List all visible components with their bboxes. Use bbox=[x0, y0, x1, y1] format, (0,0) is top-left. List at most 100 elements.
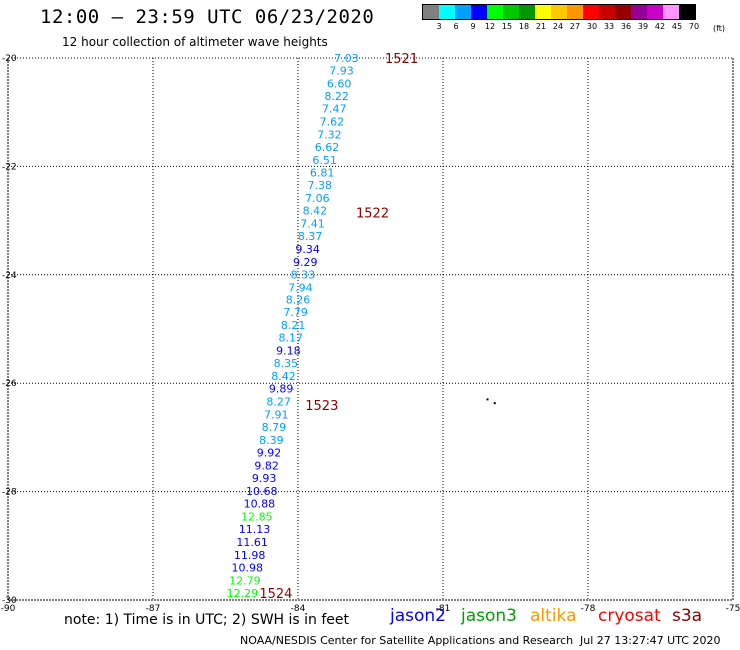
wave-height-point: 10.98 bbox=[232, 561, 264, 574]
y-tick-label: -22 bbox=[2, 162, 17, 172]
wave-height-point: 8.79 bbox=[262, 421, 287, 434]
legend-tick-label: 30 bbox=[586, 22, 598, 31]
legend-unit: (ft) bbox=[713, 24, 726, 33]
legend-tick-label: 18 bbox=[518, 22, 530, 31]
wave-height-point: 6.81 bbox=[310, 166, 335, 179]
y-tick-label: -26 bbox=[2, 379, 17, 389]
satellite-label-altika: altika bbox=[530, 606, 577, 626]
legend-swatches bbox=[422, 4, 696, 20]
satellite-label-jason3: jason3 bbox=[461, 606, 517, 626]
y-tick-label: -20 bbox=[2, 54, 17, 64]
legend-swatch bbox=[455, 5, 471, 19]
legend-tick-label: 12 bbox=[484, 22, 496, 31]
wave-height-point: 7.38 bbox=[308, 179, 333, 192]
x-tick-label: -90 bbox=[1, 604, 16, 614]
legend-swatch bbox=[567, 5, 583, 19]
footer-note: note: 1) Time is in UTC; 2) SWH is in fe… bbox=[64, 612, 350, 628]
legend-swatch bbox=[519, 5, 535, 19]
legend-tick-label: 70 bbox=[688, 22, 700, 31]
legend-tick-label: 6 bbox=[453, 22, 459, 31]
wave-height-point: 7.06 bbox=[305, 192, 330, 205]
legend-swatch bbox=[423, 5, 439, 19]
wave-height-point: 9.93 bbox=[252, 472, 277, 485]
legend-tick-label: 3 bbox=[436, 22, 442, 31]
legend-ticks: 3 6 9 12 15 18 21 24 27 30 33 36 39 42 45 70 bbox=[422, 20, 700, 32]
x-tick-label: -81 bbox=[436, 604, 451, 614]
time-label: 1521 bbox=[385, 52, 418, 67]
satellite-label-jason2: jason2 bbox=[390, 606, 446, 626]
wave-height-point: 7.79 bbox=[283, 306, 308, 319]
y-tick-label: -24 bbox=[2, 271, 17, 281]
legend-tick-label: 36 bbox=[620, 22, 632, 31]
legend-swatch bbox=[679, 5, 695, 19]
wave-height-point: 7.91 bbox=[264, 409, 289, 422]
legend-tick-label: 15 bbox=[501, 22, 513, 31]
x-tick-label: -75 bbox=[726, 604, 740, 614]
wave-height-point: 8.17 bbox=[279, 332, 304, 345]
wave-height-point: 8.39 bbox=[259, 434, 284, 447]
observation-dot bbox=[493, 402, 496, 405]
legend-swatch bbox=[471, 5, 487, 19]
credit-text: NOAA/NESDIS Center for Satellite Applica… bbox=[240, 634, 574, 647]
wave-height-point: 8.21 bbox=[281, 319, 306, 332]
legend-tick-label: 9 bbox=[470, 22, 476, 31]
legend-tick-label: 33 bbox=[603, 22, 615, 31]
legend-tick-label: 45 bbox=[671, 22, 683, 31]
legend-swatch bbox=[631, 5, 647, 19]
x-tick-label: -78 bbox=[581, 604, 596, 614]
wave-height-point: 9.92 bbox=[257, 447, 282, 460]
wave-height-point: 7.47 bbox=[322, 102, 347, 115]
wave-height-point: 7.62 bbox=[320, 115, 345, 128]
chart-title: 12:00 – 23:59 UTC 06/23/2020 bbox=[40, 6, 375, 28]
x-tick-label: -87 bbox=[146, 604, 161, 614]
wave-height-point: 9.82 bbox=[254, 460, 279, 473]
legend-tick-label: 42 bbox=[654, 22, 666, 31]
time-label: 1524 bbox=[259, 587, 292, 602]
x-tick-label: -84 bbox=[291, 604, 306, 614]
wave-height-point: 7.93 bbox=[329, 64, 354, 77]
wave-height-point: 7.41 bbox=[300, 217, 325, 230]
time-label: 1522 bbox=[356, 206, 389, 221]
wave-height-point: 8.26 bbox=[286, 294, 311, 307]
wave-height-point: 6.62 bbox=[315, 141, 340, 154]
legend-tick-label: 27 bbox=[569, 22, 581, 31]
y-tick-label: -30 bbox=[2, 596, 17, 606]
wave-height-point: 9.34 bbox=[295, 243, 320, 256]
wave-height-point: 7.03 bbox=[334, 52, 359, 65]
wave-height-point: 6.60 bbox=[327, 77, 352, 90]
credit-date: Jul 27 13:27:47 UTC 2020 bbox=[580, 634, 721, 647]
wave-height-point: 8.27 bbox=[266, 396, 291, 409]
legend-swatch bbox=[647, 5, 663, 19]
legend-tick-label: 39 bbox=[637, 22, 649, 31]
legend-tick-label: 24 bbox=[552, 22, 564, 31]
wave-height-point: 8.33 bbox=[291, 268, 316, 281]
wave-height-point: 11.98 bbox=[234, 549, 266, 562]
wave-height-point: 8.37 bbox=[298, 230, 323, 243]
wave-height-point: 11.13 bbox=[239, 523, 271, 536]
wave-height-point: 8.42 bbox=[303, 204, 328, 217]
legend-swatch bbox=[439, 5, 455, 19]
wave-height-point: 10.88 bbox=[244, 498, 276, 511]
legend-swatch bbox=[615, 5, 631, 19]
legend-swatch bbox=[503, 5, 519, 19]
satellite-label-s3a: s3a bbox=[672, 606, 703, 626]
plot-frame bbox=[7, 57, 734, 601]
wave-height-point: 12.79 bbox=[229, 574, 261, 587]
legend-swatch bbox=[663, 5, 679, 19]
legend-swatch bbox=[583, 5, 599, 19]
y-tick-label: -28 bbox=[2, 488, 17, 498]
observation-dot bbox=[486, 398, 489, 401]
wave-height-point: 11.61 bbox=[236, 536, 268, 549]
wave-height-point: 9.89 bbox=[269, 383, 294, 396]
satellite-label-cryosat: cryosat bbox=[598, 606, 661, 626]
legend-swatch bbox=[551, 5, 567, 19]
wave-height-point: 9.18 bbox=[276, 345, 301, 358]
wave-height-point: 8.42 bbox=[271, 370, 296, 383]
wave-height-point: 7.32 bbox=[317, 128, 342, 141]
legend-swatch bbox=[599, 5, 615, 19]
wave-height-point: 10.68 bbox=[246, 485, 278, 498]
wave-height-point: 7.94 bbox=[288, 281, 313, 294]
wave-height-point: 6.51 bbox=[312, 154, 337, 167]
legend-swatch bbox=[487, 5, 503, 19]
